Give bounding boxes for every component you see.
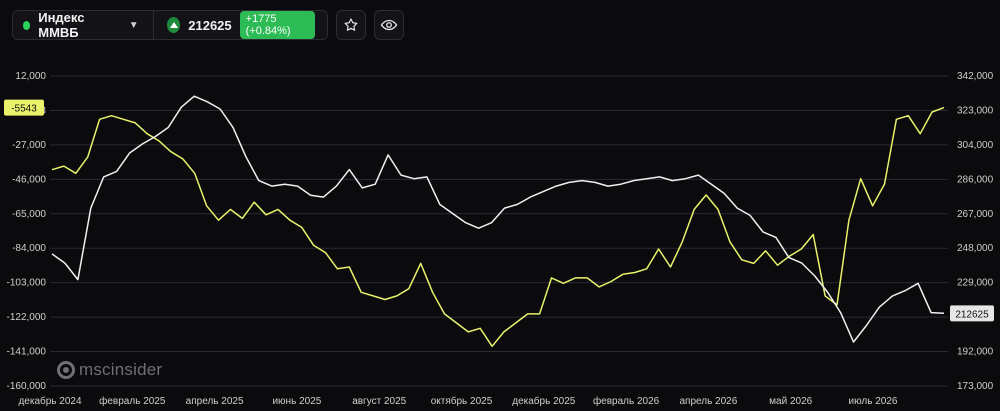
toolbar: Индекс ММВБ ▼ 212625 +1775 (+0.84%): [12, 10, 404, 40]
right-tick-label: 304,000: [957, 140, 994, 151]
live-status-dot: [23, 20, 31, 30]
series-line-1: [51, 106, 945, 348]
star-icon: [344, 18, 358, 31]
right-tick-label: 229,000: [957, 278, 994, 289]
right-tick-label: 323,000: [957, 105, 994, 116]
watermark-text: mscinsider: [79, 360, 163, 379]
current-price: 212625: [188, 17, 232, 33]
watermark-logo-icon: [57, 361, 75, 379]
left-tick-label: -141,000: [7, 347, 47, 358]
x-tick-label: апрель 2025: [186, 396, 244, 407]
right-tick-label: 286,000: [957, 174, 994, 185]
up-arrow-icon: [167, 17, 181, 33]
divider: [152, 10, 154, 40]
x-tick-label: февраль 2025: [99, 395, 166, 407]
right-tick-label: 192,000: [957, 347, 994, 358]
left-tick-label: -103,000: [7, 278, 47, 289]
left-tick-label: -122,000: [7, 312, 47, 323]
watermark: mscinsider: [57, 360, 162, 380]
x-tick-label: февраль 2026: [593, 395, 660, 407]
x-axis: декабрь 2024 февраль 2025 апрель 2025 июнь …: [18, 395, 897, 407]
left-tick-label: -160,000: [7, 381, 47, 392]
x-tick-label: май 2026: [769, 396, 812, 407]
x-tick-label: декабрь 2025: [512, 395, 576, 407]
right-tick-label: 267,000: [957, 209, 994, 220]
eye-icon: [380, 19, 398, 31]
left-last-value-badge: [4, 99, 44, 116]
left-tick-label: -46,000: [12, 174, 46, 185]
chart-grid: [50, 75, 948, 387]
favorite-button[interactable]: [336, 10, 366, 40]
visibility-button[interactable]: [374, 10, 404, 40]
left-tick-label: 12,000: [15, 71, 46, 82]
left-tick-label: -65,000: [12, 209, 46, 220]
left-last-value-label: -5543: [11, 104, 37, 115]
x-tick-label: апрель 2026: [679, 396, 737, 407]
x-tick-label: июль 2026: [849, 396, 898, 407]
series-line-2: [51, 95, 945, 343]
instrument-selector[interactable]: Индекс ММВБ ▼ 212625 +1775 (+0.84%): [12, 10, 328, 40]
chevron-down-icon[interactable]: ▼: [128, 19, 139, 31]
last-value-badges: -5543 212625: [4, 99, 994, 322]
right-tick-label: 342,000: [957, 71, 994, 82]
right-last-value-label: 212625: [955, 309, 989, 320]
left-tick-label: -27,000: [12, 140, 46, 151]
right-axis: 342,000 323,000 304,000 286,000 267,000 248,0…: [957, 71, 994, 392]
x-tick-label: август 2025: [352, 396, 406, 407]
right-tick-label: 173,000: [957, 381, 994, 392]
x-tick-label: октябрь 2025: [431, 395, 493, 407]
right-tick-label: 248,000: [957, 243, 994, 254]
instrument-name: Индекс ММВБ: [38, 10, 85, 40]
series-layer: [51, 95, 945, 348]
left-tick-label: -84,000: [12, 243, 46, 254]
price-change-badge: +1775 (+0.84%): [239, 11, 315, 39]
right-last-value-badge: [950, 305, 994, 322]
x-tick-label: июнь 2025: [272, 396, 321, 407]
left-axis: 12,000-8-27,000-46,000-65,000-84,000-103…: [7, 71, 47, 392]
x-tick-label: декабрь 2024: [18, 395, 82, 407]
